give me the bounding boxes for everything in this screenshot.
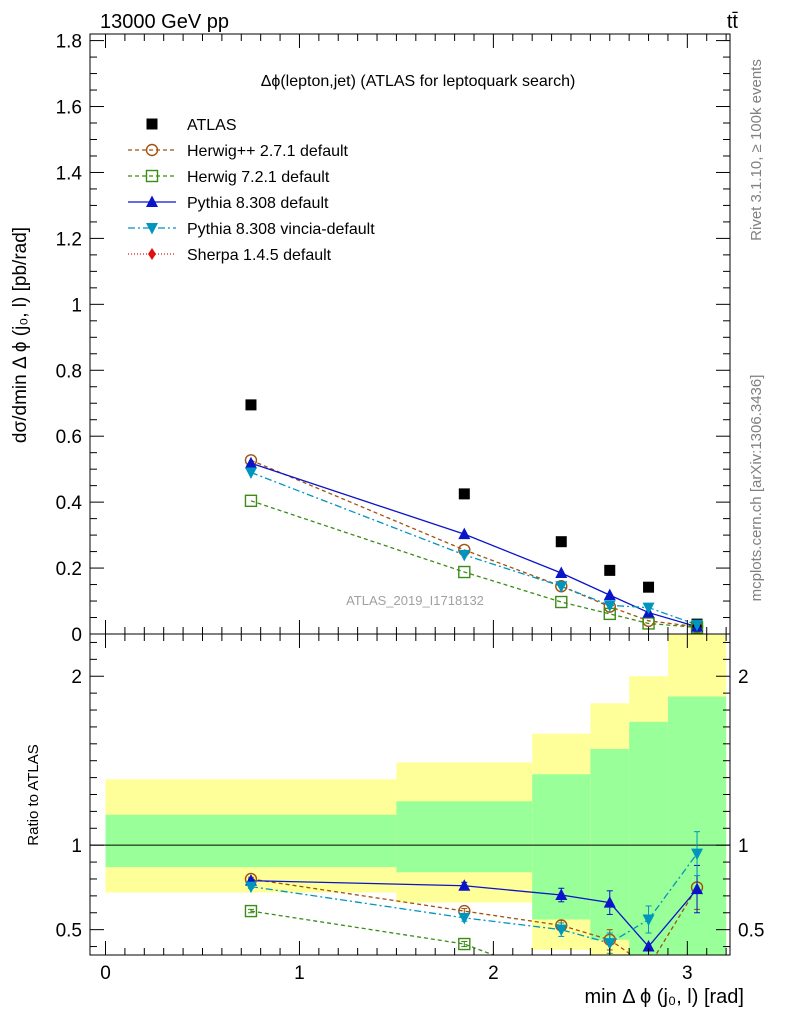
main-point-herwig7-1 xyxy=(458,565,471,579)
legend: ATLAS Herwig++ 2.7.1 default Herwig 7.2.1 … xyxy=(128,117,375,264)
legend-marker-sherpa xyxy=(148,248,156,260)
ratio-y-tick-label-right-2: 2 xyxy=(738,667,749,688)
legend-marker-pythia xyxy=(146,195,158,207)
legend-label-herwig7: Herwig 7.2.1 default xyxy=(187,169,330,186)
main-point-vincia-5 xyxy=(691,619,704,632)
main-y-tick-label-2: 0.4 xyxy=(56,493,83,514)
energy-label: 13000 GeV pp xyxy=(100,11,229,33)
legend-marker-herwigpp xyxy=(145,143,159,157)
ratio-point-vincia-0 xyxy=(244,881,257,894)
main-line-vincia xyxy=(250,471,698,626)
axis-ticks: 0 1 2 3 0 0.2 0.4 0.6 0.8 1 1.2 1.4 1.6 1.8 0.5 0.5 1 1 2 2 xyxy=(56,32,765,984)
legend-marker-atlas xyxy=(146,118,158,130)
main-line-herwigpp xyxy=(250,459,698,628)
main-point-vincia-1 xyxy=(458,549,471,562)
series-markers xyxy=(244,399,704,954)
main-point-pythia-0 xyxy=(244,456,257,469)
ratio-band-inner-5 xyxy=(667,696,727,955)
main-point-atlas-3 xyxy=(604,564,616,576)
process-label: tt̄ xyxy=(727,11,739,33)
main-point-atlas-4 xyxy=(643,581,655,593)
ratio-point-pythia-3 xyxy=(603,896,616,908)
ratio-point-vincia-2 xyxy=(555,924,568,937)
ratio-line-vincia xyxy=(250,853,698,944)
ratio-point-vincia-4 xyxy=(642,914,655,927)
x-tick-label-0: 0 xyxy=(100,963,111,984)
main-series-lines xyxy=(250,459,698,629)
legend-label-herwigpp: Herwig++ 2.7.1 default xyxy=(187,143,349,160)
ratio-band-inner-1 xyxy=(396,801,533,873)
x-axis-label: min Δ ϕ (j₀, l) [rad] xyxy=(584,986,744,1008)
main-point-vincia-3 xyxy=(603,600,616,612)
main-line-herwig7 xyxy=(250,500,698,629)
main-y-tick-label-0: 0 xyxy=(71,625,82,646)
legend-marker-herwig7 xyxy=(145,169,159,183)
ratio-y-tick-label-right-0: 0.5 xyxy=(738,921,764,942)
rivet-label: Rivet 3.1.10, ≥ 100k events xyxy=(748,59,765,241)
analysis-id: ATLAS_2019_I1718132 xyxy=(346,593,484,608)
main-y-tick-label-6: 1.2 xyxy=(56,229,82,250)
ratio-line-pythia xyxy=(250,880,698,948)
ratio-y-tick-label-left-0: 0.5 xyxy=(56,921,82,942)
ratio-y-tick-label-left-2: 2 xyxy=(71,667,82,688)
x-tick-label-1: 1 xyxy=(294,963,305,984)
y-axis-label-ratio: Ratio to ATLAS xyxy=(25,744,42,845)
main-y-tick-label-1: 0.2 xyxy=(56,559,82,580)
legend-label-sherpa: Sherpa 1.4.5 default xyxy=(187,247,332,264)
main-line-pythia xyxy=(250,462,698,628)
x-tick-label-3: 3 xyxy=(682,963,693,984)
ratio-band-inner-0 xyxy=(105,814,397,868)
ratio-series-lines xyxy=(250,853,698,955)
uncertainty-bands xyxy=(90,634,730,955)
ratio-point-pythia-1 xyxy=(458,879,471,891)
ratio-point-herwig7-1 xyxy=(458,937,471,951)
main-y-tick-label-4: 0.8 xyxy=(56,361,82,382)
legend-label-pythia: Pythia 8.308 default xyxy=(187,195,329,212)
main-point-vincia-0 xyxy=(244,467,257,479)
main-y-tick-label-7: 1.4 xyxy=(56,163,83,184)
main-point-pythia-3 xyxy=(603,588,616,601)
y-axis-label-main: dσ/dmin Δ ϕ (j₀, l) [pb/rad] xyxy=(10,227,31,443)
main-y-tick-label-9: 1.8 xyxy=(56,32,82,53)
main-point-atlas-2 xyxy=(555,536,567,548)
ratio-point-herwig7-0 xyxy=(244,904,258,918)
ratio-point-pythia-2 xyxy=(555,888,568,901)
series-lines xyxy=(250,459,698,955)
ratio-line-herwigpp xyxy=(250,878,698,955)
mcplots-label: mcplots.cern.ch [arXiv:1306.3436] xyxy=(748,375,765,602)
main-point-atlas-1 xyxy=(458,488,470,500)
main-y-tick-label-5: 1 xyxy=(71,295,82,316)
ratio-point-pythia-5 xyxy=(691,882,704,895)
ratio-line-herwig7 xyxy=(250,910,494,955)
ratio-y-tick-label-left-1: 1 xyxy=(71,836,82,857)
ratio-point-vincia-1 xyxy=(458,912,471,925)
ratio-point-pythia-4 xyxy=(642,940,655,952)
plot-title: Δϕ(lepton,jet) (ATLAS for leptoquark sea… xyxy=(261,73,576,90)
main-y-tick-label-8: 1.6 xyxy=(56,98,82,119)
legend-label-vincia: Pythia 8.308 vincia-default xyxy=(187,221,375,238)
main-panel-frame xyxy=(89,33,731,635)
main-point-vincia-4 xyxy=(642,602,655,615)
ratio-y-tick-label-right-1: 1 xyxy=(738,836,749,857)
ratio-point-vincia-3 xyxy=(603,938,616,950)
main-point-herwig7-0 xyxy=(244,494,258,508)
main-point-pythia-2 xyxy=(555,566,568,579)
main-y-tick-label-3: 0.6 xyxy=(56,427,82,448)
ratio-point-vincia-5 xyxy=(691,848,704,861)
legend-marker-vincia xyxy=(146,223,158,235)
main-point-herwig7-2 xyxy=(555,595,568,609)
legend-label-atlas: ATLAS xyxy=(187,117,237,134)
main-point-atlas-0 xyxy=(245,399,257,411)
x-tick-label-2: 2 xyxy=(488,963,499,984)
main-point-vincia-2 xyxy=(555,581,568,593)
ratio-series-markers xyxy=(244,831,704,954)
main-point-pythia-1 xyxy=(458,527,471,540)
